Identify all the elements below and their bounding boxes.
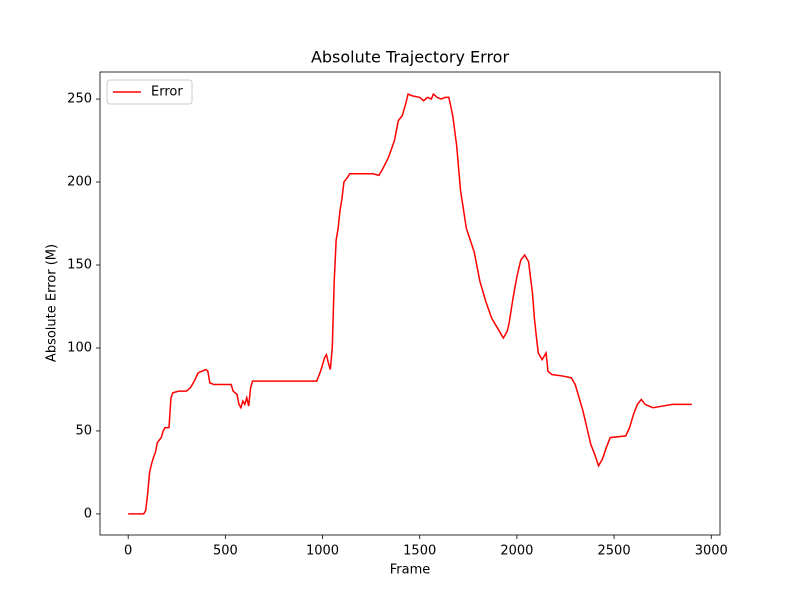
- x-tick-label: 2000: [500, 544, 533, 559]
- x-tick-label: 1500: [403, 544, 436, 559]
- y-tick-label: 0: [84, 506, 92, 521]
- x-tick-label: 500: [213, 544, 238, 559]
- data-line: [128, 92, 692, 515]
- chart-title: Absolute Trajectory Error: [311, 48, 510, 67]
- y-tick-label: 50: [75, 423, 92, 438]
- y-tick-label: 150: [67, 257, 92, 272]
- x-tick-label: 0: [124, 544, 132, 559]
- x-tick-label: 3000: [695, 544, 728, 559]
- y-tick-label: 200: [67, 175, 92, 190]
- axes-frame: [99, 71, 721, 536]
- x-tick-label: 2500: [598, 544, 631, 559]
- x-tick-label: 1000: [306, 544, 339, 559]
- y-tick-label: 250: [67, 92, 92, 107]
- legend-box: [106, 79, 193, 105]
- legend-label: Error: [151, 85, 183, 100]
- y-tick-label: 100: [67, 340, 92, 355]
- y-axis-label: Absolute Error (M): [45, 244, 60, 362]
- x-axis-label: Frame: [390, 563, 431, 578]
